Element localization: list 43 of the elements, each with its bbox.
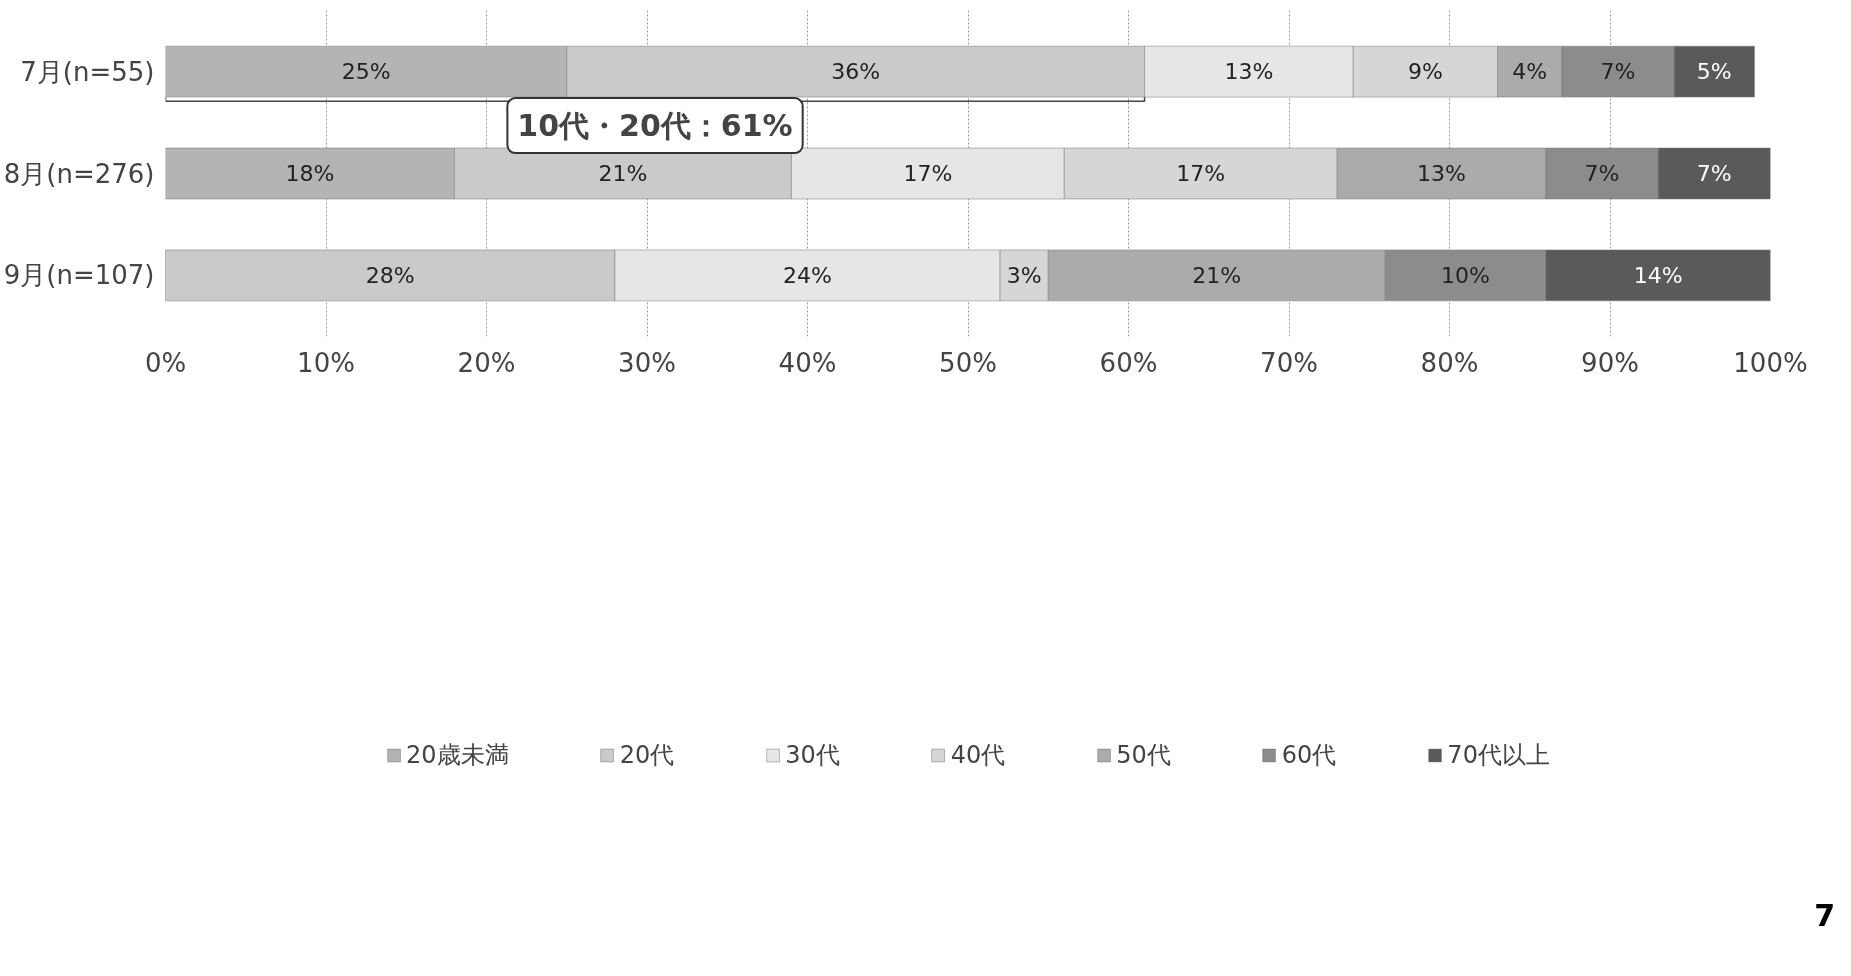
legend-label: 50代 <box>1116 739 1171 771</box>
legend-label: 70代以上 <box>1447 739 1550 771</box>
data-label: 7% <box>1696 161 1732 186</box>
x-tick-label: 100% <box>1733 347 1808 378</box>
x-tick-label: 10% <box>297 347 355 378</box>
data-label: 17% <box>1176 161 1226 186</box>
annotation: 10代・20代：61% <box>517 108 793 144</box>
x-tick-label: 80% <box>1420 347 1479 378</box>
legend-label: 20歳未満 <box>406 739 509 771</box>
data-label: 36% <box>831 59 881 85</box>
data-label: 4% <box>1512 59 1548 85</box>
data-label: 13% <box>1224 59 1274 85</box>
data-label: 28% <box>365 262 415 288</box>
data-label: 21% <box>598 161 648 186</box>
data-label: 5% <box>1696 59 1732 85</box>
x-tick-label: 60% <box>1099 347 1158 378</box>
x-tick-label: 30% <box>618 347 676 378</box>
data-label: 14% <box>1633 262 1683 288</box>
data-label: 7% <box>1584 161 1620 186</box>
text: 7 <box>1814 897 1835 935</box>
data-label: 10% <box>1441 262 1491 288</box>
x-tick-label: 40% <box>778 347 837 378</box>
data-label: 7% <box>1600 59 1636 85</box>
x-tick-label: 20% <box>457 347 516 378</box>
legend-label: 30代 <box>785 739 840 771</box>
data-label: 17% <box>903 161 953 186</box>
data-label: 25% <box>341 59 391 85</box>
legend-label: 40代 <box>950 739 1006 771</box>
x-tick-label: 0% <box>144 347 187 378</box>
x-tick-label: 50% <box>939 347 997 378</box>
y-tick-label: 9月(n=107) <box>3 260 155 291</box>
data-label: 13% <box>1417 161 1466 186</box>
x-tick-label: 90% <box>1581 347 1639 378</box>
legend-label: 20代 <box>619 739 675 771</box>
y-tick-label: 8月(n=276) <box>3 158 155 189</box>
data-label: 9% <box>1407 59 1443 85</box>
data-label: 3% <box>1006 262 1042 288</box>
x-tick-label: 70% <box>1260 347 1318 378</box>
legend-label: 60代 <box>1281 739 1337 771</box>
data-label: 21% <box>1192 262 1242 288</box>
data-label: 24% <box>783 262 832 288</box>
data-label: 18% <box>285 161 335 186</box>
y-tick-label: 7月(n=55) <box>20 56 155 87</box>
